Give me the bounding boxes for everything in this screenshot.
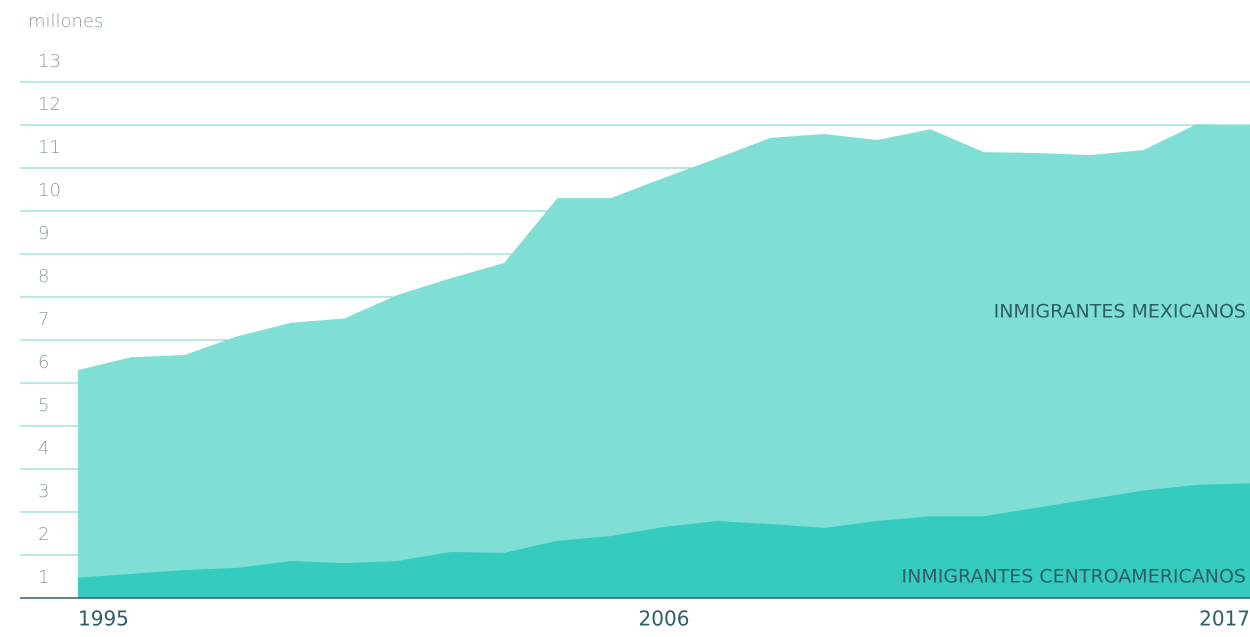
y-tick-label: 4 [38,438,49,459]
area [78,124,1250,598]
y-tick-label: 12 [38,94,61,115]
x-tick-label: 1995 [78,607,129,631]
y-axis-label: millones [28,11,103,32]
x-tick-label: 2017 [1199,607,1250,631]
y-tick-label: 8 [38,266,49,287]
y-tick-label: 13 [38,51,61,72]
y-tick-label: 11 [38,137,61,158]
y-tick-label: 5 [38,395,49,416]
y-tick-label: 7 [38,309,49,330]
y-tick-label: 6 [38,352,49,373]
y-tick-label: 3 [38,481,49,502]
y-tick-label: 10 [38,180,61,201]
x-tick-label: 2006 [639,607,690,631]
area [78,483,1250,598]
y-tick-label: 2 [38,524,49,545]
y-tick-label: 9 [38,223,49,244]
y-tick-label: 1 [38,567,49,588]
area-label: INMIGRANTES CENTROAMERICANOS [902,566,1247,588]
area-label: INMIGRANTES MEXICANOS [994,301,1246,323]
